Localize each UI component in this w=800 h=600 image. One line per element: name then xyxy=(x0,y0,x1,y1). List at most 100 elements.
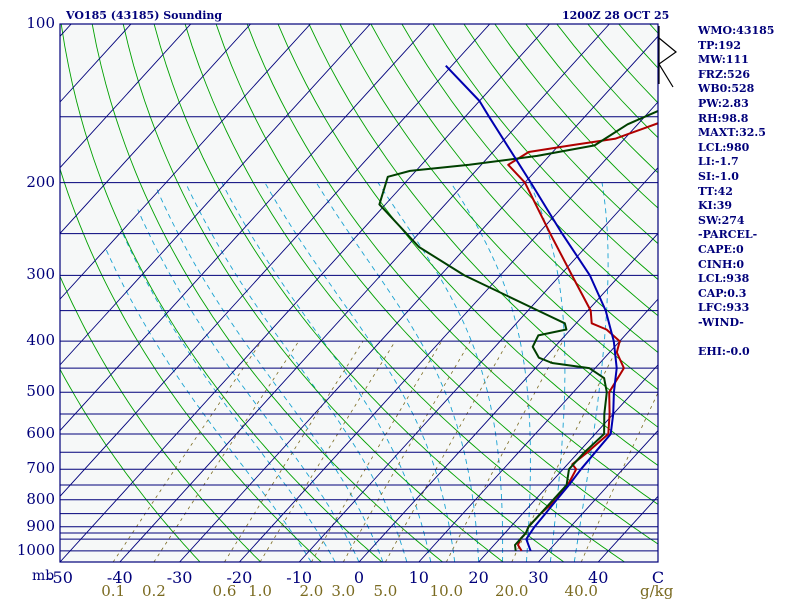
temperature-tick-label: -10 xyxy=(286,568,313,587)
index-item: MAXT:32.5 xyxy=(698,126,766,140)
index-item: MW:111 xyxy=(698,53,749,67)
moist-adiabat xyxy=(221,182,432,562)
temperature-tick-label: 0 xyxy=(353,568,365,587)
mixing-ratio-line xyxy=(385,340,509,562)
moist-adiabat xyxy=(377,182,504,562)
moist-adiabat xyxy=(120,228,336,562)
temperature-tick-label: -20 xyxy=(226,568,253,587)
moist-adiabat xyxy=(264,182,456,562)
index-item: SW:274 xyxy=(698,213,745,227)
wind-barbs xyxy=(658,26,677,88)
plot-frame xyxy=(59,23,659,563)
dry-adiabat xyxy=(215,24,658,545)
moist-adiabat xyxy=(104,246,312,562)
mixing-ratio-line xyxy=(511,341,622,562)
isotherm-line xyxy=(298,167,658,562)
isotherm-line xyxy=(538,429,658,562)
mixing-ratio-tick-label: 0.1 xyxy=(101,582,126,600)
dry-adiabat xyxy=(463,24,658,245)
isotherm-line xyxy=(60,24,371,366)
parcel-line xyxy=(445,65,618,552)
pressure-tick-label: 900 xyxy=(26,516,55,535)
isotherm-line xyxy=(418,298,658,562)
mixing-ratio-tick-label: 2.0 xyxy=(299,582,324,600)
dry-adiabat xyxy=(91,24,443,562)
mixing-ratio-line xyxy=(259,340,396,562)
index-item xyxy=(698,330,774,345)
temperature-tick-label: -40 xyxy=(106,568,133,587)
profile-lines xyxy=(378,65,658,552)
index-item: TT:42 xyxy=(698,184,733,198)
isotherm-line xyxy=(179,35,658,562)
time-title: 1200Z 28 OCT 25 xyxy=(562,9,670,22)
pressure-tick-label: 600 xyxy=(26,423,55,442)
isotherm-line xyxy=(358,232,658,562)
temperature-tick-label: 20 xyxy=(468,568,489,587)
temperature-tick-label: -30 xyxy=(166,568,193,587)
index-item: CAPE:0 xyxy=(698,242,744,256)
dewpoint-line xyxy=(378,109,658,551)
dry-adiabat xyxy=(370,24,658,354)
isotherm-line xyxy=(239,101,658,562)
mixing-ratio-line xyxy=(112,340,262,562)
index-item: RH:98.8 xyxy=(698,111,749,125)
mixing-ratio-line xyxy=(153,340,300,562)
index-list: WMO:43185 TP:192 MW:111 FRZ:526 WB0:528 PW:2.… xyxy=(698,24,774,360)
mixing-ratio-tick-label: 10.0 xyxy=(429,582,464,600)
mixing-ratio-tick-label: 3.0 xyxy=(331,582,356,600)
temperature-tick-label: 30 xyxy=(528,568,549,587)
index-item: FRZ:526 xyxy=(698,67,751,81)
pressure-tick-label: 200 xyxy=(26,172,55,191)
index-item: LCL:980 xyxy=(698,140,750,154)
dry-adiabat xyxy=(432,24,658,281)
dry-adiabat xyxy=(122,24,504,562)
dry-adiabat xyxy=(60,275,261,562)
pressure-tick-label: 500 xyxy=(26,382,55,401)
index-item: LFC:933 xyxy=(698,301,750,315)
plot-background xyxy=(60,24,658,562)
dry-adiabats xyxy=(60,24,658,562)
isotherm-line xyxy=(60,24,251,235)
mixing-ratio-tick-label: 1.0 xyxy=(248,582,272,600)
index-item: EHI:-0.0 xyxy=(698,345,750,359)
dry-adiabat xyxy=(308,24,658,428)
isotherm-line xyxy=(60,24,311,300)
index-item: -WIND- xyxy=(698,315,744,329)
mixing-ratio-tick-label: 20.0 xyxy=(495,582,529,600)
isotherm-line xyxy=(119,24,610,562)
dry-adiabat xyxy=(60,368,201,562)
isotherm-line xyxy=(60,24,431,432)
index-item: CAP:0.3 xyxy=(698,286,747,300)
dry-adiabat xyxy=(401,24,658,317)
index-item: PW:2.83 xyxy=(698,96,749,110)
pressure-tick-label: 100 xyxy=(26,14,55,32)
pressure-tick-label: 400 xyxy=(26,331,55,350)
dry-adiabat xyxy=(153,24,565,562)
mixing-ratio-line xyxy=(580,391,658,562)
index-item: KI:39 xyxy=(698,199,733,213)
pressure-unit-label: mb xyxy=(32,568,55,584)
moist-adiabat xyxy=(137,209,360,562)
index-item: WMO:43185 xyxy=(698,24,775,37)
temperature-unit-label: C xyxy=(651,568,665,587)
mixing-ratio-line xyxy=(224,340,364,562)
temperature-tick-label: 40 xyxy=(588,568,609,587)
index-item: SI:-1.0 xyxy=(698,169,739,183)
isobars xyxy=(60,24,658,562)
pressure-tick-label: 800 xyxy=(26,489,55,508)
mixing-ratio-line xyxy=(311,340,443,562)
station-title: VO185 (43185) Sounding xyxy=(66,9,223,22)
isotherm-line xyxy=(478,364,658,562)
isotherm-line xyxy=(0,24,11,562)
index-item: LCL:938 xyxy=(698,272,750,286)
moist-adiabat xyxy=(450,182,531,562)
mixing-ratio-unit-label: g/kg xyxy=(640,582,674,600)
wind-barb xyxy=(658,37,677,88)
isotherm-line xyxy=(60,24,192,169)
dry-adiabat xyxy=(339,24,658,391)
index-item: WB0:528 xyxy=(698,82,755,96)
moist-adiabat xyxy=(573,182,609,562)
pressure-tick-label: 700 xyxy=(26,459,55,478)
index-item: -PARCEL- xyxy=(698,228,758,242)
